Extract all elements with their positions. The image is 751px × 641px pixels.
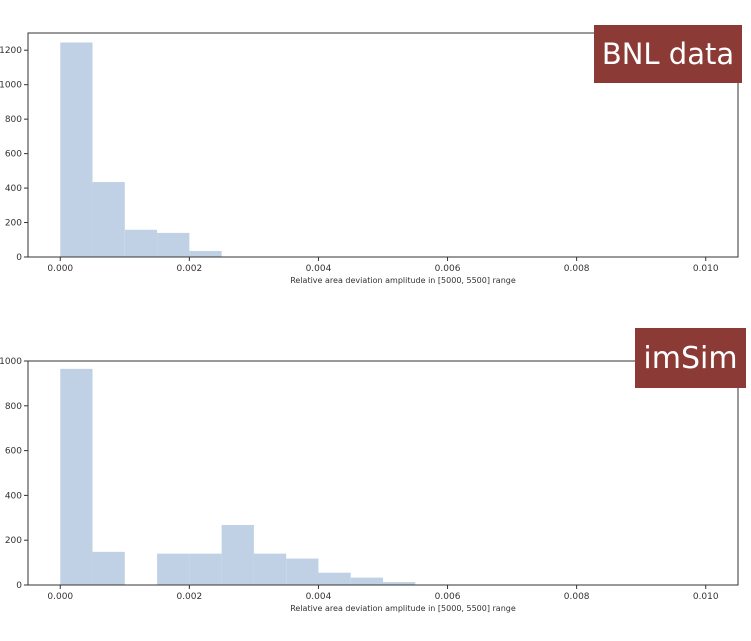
y-tick-label: 1000 <box>0 81 22 91</box>
x-tick-label: 0.006 <box>435 592 461 602</box>
x-tick-label: 0.000 <box>47 264 73 274</box>
x-tick-label: 0.008 <box>564 264 590 274</box>
histogram-bar <box>92 182 125 257</box>
x-axis-label: Relative area deviation amplitude in [50… <box>290 604 516 613</box>
histogram-bar <box>221 524 254 585</box>
plot-frame <box>27 32 739 258</box>
y-tick-label: 0 <box>16 581 22 591</box>
histogram-bar <box>286 558 319 585</box>
x-tick-label: 0.000 <box>47 592 73 602</box>
imsim-badge: imSim <box>635 328 746 388</box>
histogram-bar <box>189 250 222 257</box>
y-tick-label: 1000 <box>0 357 22 367</box>
histogram-bar <box>383 582 416 585</box>
y-tick-label: 200 <box>5 219 22 229</box>
plot-frame <box>27 360 739 586</box>
y-tick-label: 400 <box>5 184 22 194</box>
y-tick-label: 800 <box>5 115 22 125</box>
histogram-bar <box>124 229 158 257</box>
x-tick-label: 0.010 <box>693 264 719 274</box>
y-tick-label: 600 <box>5 150 22 160</box>
histogram-bar <box>60 368 93 585</box>
x-tick-label: 0.002 <box>176 592 202 602</box>
x-tick-label: 0.010 <box>693 592 719 602</box>
y-tick-label: 600 <box>5 447 22 457</box>
x-tick-label: 0.004 <box>306 592 332 602</box>
histogram-bar <box>253 553 287 585</box>
histogram-bar <box>318 572 351 585</box>
histogram-bar <box>92 551 125 585</box>
y-tick-label: 200 <box>5 536 22 546</box>
histogram-bar <box>60 42 93 257</box>
y-tick-label: 800 <box>5 402 22 412</box>
y-tick-label: 1200 <box>0 46 22 56</box>
bnl-data-badge: BNL data <box>594 25 742 83</box>
x-tick-label: 0.008 <box>564 592 590 602</box>
histogram-bar <box>157 232 190 257</box>
y-tick-label: 400 <box>5 491 22 501</box>
histogram-bar <box>157 553 190 585</box>
y-tick-label: 0 <box>16 253 22 263</box>
histogram-bar <box>350 577 383 585</box>
x-tick-label: 0.002 <box>176 264 202 274</box>
x-axis-label: Relative area deviation amplitude in [50… <box>290 276 516 285</box>
x-tick-label: 0.006 <box>435 264 461 274</box>
histogram-bar <box>189 553 222 585</box>
x-tick-label: 0.004 <box>306 264 332 274</box>
